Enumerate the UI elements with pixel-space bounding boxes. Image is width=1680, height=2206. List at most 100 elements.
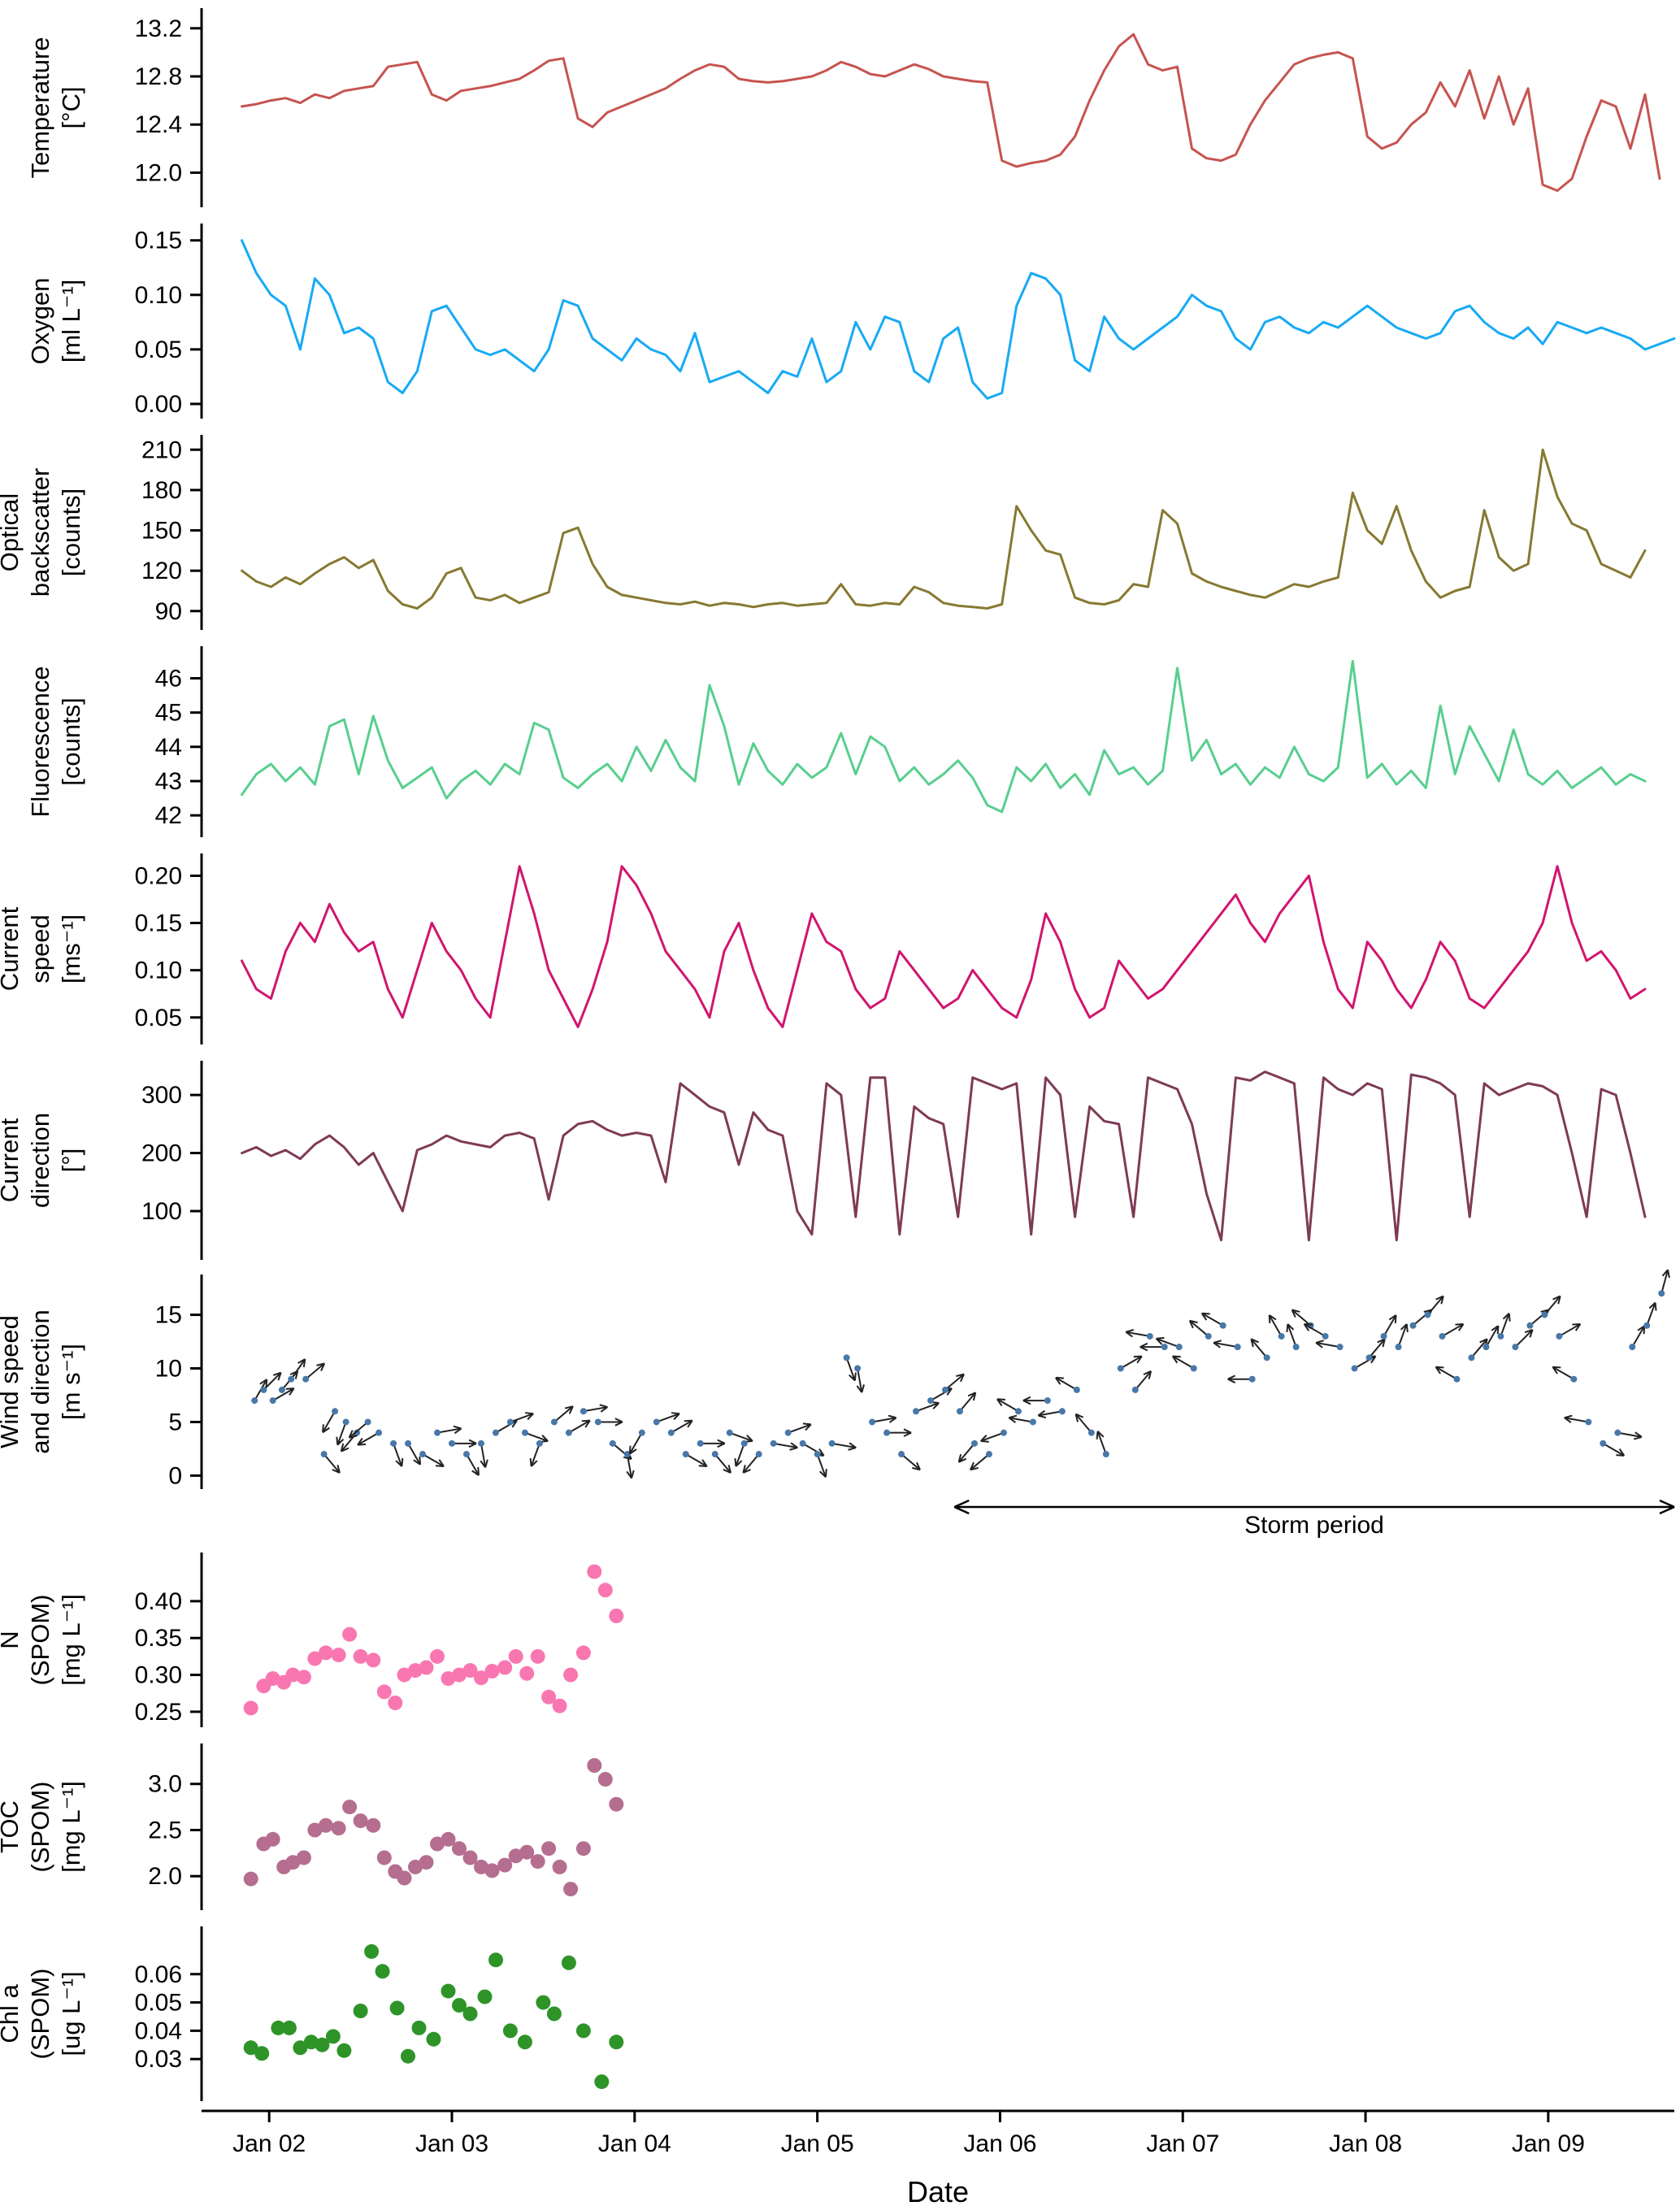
panel-backscatter: 90 120 150 180 210 Optical backscatter [counts]	[0, 427, 1680, 638]
y-tick-label: 10	[155, 1356, 182, 1383]
current_direction-series	[241, 1070, 1647, 1242]
n_spom-series	[243, 1564, 624, 1716]
x-tick-label: Jan 08	[1329, 2130, 1402, 2157]
y-axis-label: Current	[0, 1118, 24, 1202]
temperature-plot: 12.0 12.4 12.8 13.2 Temperature [°C]	[26, 8, 1661, 207]
y-axis-label: (SPOM)	[26, 1595, 54, 1686]
toc_spom-plot: 2.0 2.5 3.0 TOC (SPOM) [mg L⁻¹]	[0, 1744, 624, 1910]
y-tick-label: 0.05	[135, 1990, 182, 2017]
current_direction-plot: 100 200 300 Current direction [°]	[0, 1061, 1647, 1260]
current_speed-series	[241, 865, 1647, 1028]
y-axis-label: speed	[26, 914, 54, 983]
x-axis-title: Date	[906, 2175, 970, 2206]
panel-current_speed: 0.05 0.10 0.15 0.20 Current speed [ms⁻¹]	[0, 845, 1680, 1053]
panel-n_spom: 0.25 0.30 0.35 0.40 N(SPOM)[mg L⁻¹]	[0, 1544, 1680, 1735]
y-tick-label: 0.10	[135, 958, 182, 984]
y-tick-label: 200	[141, 1140, 182, 1167]
y-tick-label: 12.0	[135, 159, 182, 186]
y-axis-label: [°C]	[57, 86, 85, 128]
y-tick-label: 0.05	[135, 1005, 182, 1031]
panel-toc_spom: 2.0 2.5 3.0 TOC (SPOM) [mg L⁻¹]	[0, 1735, 1680, 1918]
oxygen-plot: 0.00 0.05 0.10 0.15 Oxygen [ml L⁻¹]	[26, 224, 1676, 419]
fluorescence-plot: 42 43 44 45 46 Fluorescence [counts]	[26, 646, 1647, 837]
y-tick-label: 42	[155, 802, 182, 829]
y-tick-label: 300	[141, 1082, 182, 1109]
y-axis-label: [m s⁻¹]	[57, 1344, 85, 1420]
y-axis-label: [mg L⁻¹]	[57, 1781, 85, 1873]
y-tick-label: 43	[155, 768, 182, 795]
x-tick-label: Jan 09	[1512, 2130, 1585, 2157]
y-tick-label: 0.20	[135, 862, 182, 889]
y-tick-label: 90	[155, 598, 182, 625]
y-tick-label: 3.0	[148, 1771, 182, 1798]
y-tick-label: 0.30	[135, 1662, 182, 1689]
y-axis-label: Oxygen	[26, 278, 54, 365]
toc_spom-series	[243, 1758, 624, 1897]
y-tick-label: 0.15	[135, 910, 182, 937]
storm-period-label: Storm period	[1244, 1512, 1384, 1539]
x-axis: Jan 02 Jan 03 Jan 04 Jan 05 Jan 06 Jan 07 Jan …	[0, 2109, 1680, 2170]
y-tick-label: 13.2	[135, 15, 182, 42]
temperature-series	[241, 33, 1661, 193]
x-tick-label: Jan 06	[963, 2130, 1036, 2157]
y-axis-label: Chl a	[0, 1984, 24, 2043]
y-axis-label: [°]	[57, 1149, 85, 1173]
current_speed-plot: 0.05 0.10 0.15 0.20 Current speed [ms⁻¹]	[0, 853, 1647, 1044]
storm-period-arrow	[953, 1499, 1675, 1515]
chla_spom-plot: 0.030.040.050.06 Chl a(SPOM)[ug L⁻¹]	[0, 1926, 624, 2101]
chla_spom-series	[243, 1943, 624, 2090]
x-tick-label: Jan 05	[781, 2130, 854, 2157]
y-tick-label: 0.03	[135, 2046, 182, 2073]
y-axis-label: Optical	[0, 493, 24, 571]
y-tick-label: 100	[141, 1198, 182, 1225]
panel-chla_spom: 0.030.040.050.06 Chl a(SPOM)[ug L⁻¹]	[0, 1918, 1680, 2109]
y-axis-label: (SPOM)	[26, 1969, 54, 2060]
y-axis-label: Fluorescence	[26, 666, 54, 817]
y-tick-label: 0	[168, 1462, 182, 1489]
y-axis-label: Current	[0, 906, 24, 991]
y-tick-label: 45	[155, 700, 182, 727]
y-tick-label: 0.35	[135, 1625, 182, 1652]
y-tick-label: 0.06	[135, 1961, 182, 1988]
x-tick-label: Jan 04	[598, 2130, 671, 2157]
y-axis-label: (SPOM)	[26, 1782, 54, 1873]
y-tick-label: 0.05	[135, 337, 182, 363]
y-axis-label: and direction	[26, 1309, 54, 1454]
y-tick-label: 150	[141, 518, 182, 545]
y-axis-label: Wind speed	[0, 1315, 24, 1448]
y-axis-label: [ug L⁻¹]	[57, 1971, 85, 2056]
y-axis-label: TOC	[0, 1800, 24, 1853]
y-axis-label: [mg L⁻¹]	[57, 1594, 85, 1686]
y-tick-label: 12.4	[135, 111, 182, 138]
y-tick-label: 44	[155, 734, 182, 761]
y-tick-label: 12.8	[135, 63, 182, 90]
y-tick-label: 2.0	[148, 1863, 182, 1890]
x-tick-label: Jan 02	[232, 2130, 306, 2157]
panel-wind: 0 5 10 15 Wind speed and direction [m s⁻¹]	[0, 1268, 1680, 1544]
y-axis-label: [counts]	[57, 489, 85, 577]
y-tick-label: 180	[141, 477, 182, 504]
y-tick-label: 0.00	[135, 391, 182, 418]
x-tick-label: Jan 03	[415, 2130, 488, 2157]
wind-plot: 0 5 10 15 Wind speed and direction [m s⁻¹]	[0, 1269, 1675, 1515]
y-tick-label: 0.15	[135, 228, 182, 254]
y-tick-label: 15	[155, 1302, 182, 1329]
y-axis-label: Temperature	[26, 37, 54, 178]
y-tick-label: 0.04	[135, 2017, 182, 2044]
y-axis-label: backscatter	[26, 468, 54, 597]
backscatter-series	[241, 448, 1647, 610]
y-tick-label: 46	[155, 666, 182, 693]
x-tick-label: Jan 07	[1146, 2130, 1219, 2157]
panel-current_direction: 100 200 300 Current direction [°]	[0, 1053, 1680, 1268]
fluorescence-series	[241, 659, 1647, 814]
y-tick-label: 2.5	[148, 1817, 182, 1843]
y-tick-label: 0.25	[135, 1699, 182, 1726]
panel-fluorescence: 42 43 44 45 46 Fluorescence [counts]	[0, 638, 1680, 845]
y-tick-label: 0.40	[135, 1588, 182, 1615]
x-axis-plot: Jan 02 Jan 03 Jan 04 Jan 05 Jan 06 Jan 07 Jan …	[202, 2109, 1674, 2157]
panel-temperature: 12.0 12.4 12.8 13.2 Temperature [°C]	[0, 0, 1680, 215]
n_spom-plot: 0.25 0.30 0.35 0.40 N(SPOM)[mg L⁻¹]	[0, 1552, 624, 1727]
y-axis-label: direction	[26, 1113, 54, 1208]
y-axis-label: [counts]	[57, 697, 85, 786]
